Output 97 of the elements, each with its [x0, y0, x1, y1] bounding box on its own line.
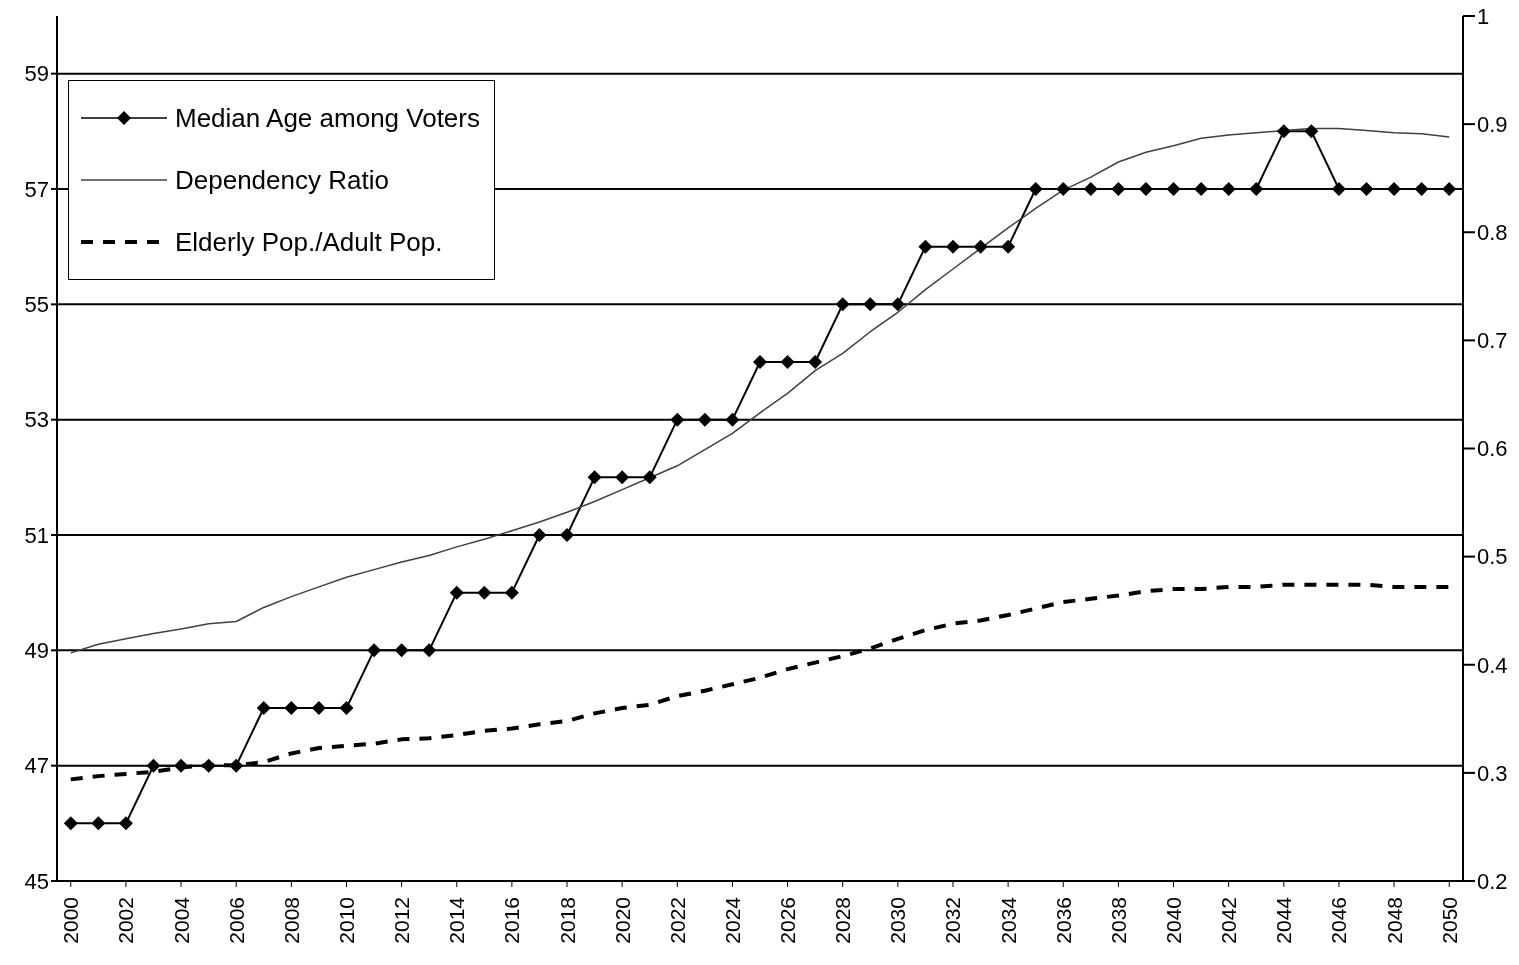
- point: [504, 585, 519, 600]
- x-tick-label: 2000: [59, 897, 83, 944]
- point: [367, 643, 382, 658]
- y2-tick-label: 0.3: [1477, 760, 1508, 786]
- point: [1166, 182, 1181, 196]
- x-tick-label: 2050: [1437, 897, 1461, 944]
- y-tick-label: 59: [24, 61, 49, 87]
- point: [339, 701, 354, 715]
- point: [174, 758, 189, 773]
- point: [1387, 182, 1402, 196]
- point: [63, 816, 78, 831]
- point: [118, 816, 133, 831]
- x-tick-label: 2040: [1162, 897, 1186, 944]
- y2-tick-label: 0.8: [1477, 220, 1508, 246]
- point: [615, 470, 630, 485]
- point: [1056, 182, 1071, 196]
- x-tick-label: 2044: [1272, 896, 1296, 944]
- point: [1221, 182, 1236, 196]
- x-tick-label: 2030: [886, 897, 910, 944]
- legend-label: Dependency Ratio: [175, 164, 389, 196]
- x-tick-label: 2006: [224, 897, 248, 944]
- point: [1414, 182, 1429, 196]
- point: [1359, 182, 1374, 196]
- x-tick-label: 2038: [1106, 897, 1130, 944]
- x-tick-label: 2008: [279, 897, 303, 944]
- y-tick-label: 51: [24, 522, 49, 548]
- point: [311, 701, 326, 715]
- point: [697, 412, 712, 427]
- x-tick-label: 2016: [500, 897, 524, 944]
- x-tick-label: 2010: [334, 897, 358, 944]
- point: [1083, 182, 1098, 196]
- legend-label: Median Age among Voters: [175, 102, 480, 134]
- point: [1028, 182, 1043, 196]
- x-tick-label: 2034: [996, 896, 1020, 944]
- point: [1001, 239, 1016, 254]
- y-tick-label: 47: [24, 753, 49, 779]
- point: [91, 816, 106, 831]
- point: [725, 412, 740, 427]
- point: [670, 412, 685, 427]
- y2-tick-label: 0.9: [1477, 111, 1508, 137]
- x-tick-label: 2036: [1051, 897, 1075, 944]
- y2-tick-label: 0.7: [1477, 328, 1508, 354]
- point: [753, 355, 767, 369]
- point: [422, 643, 437, 658]
- point: [1194, 182, 1209, 196]
- point: [973, 239, 988, 254]
- y-tick-label: 57: [24, 176, 49, 202]
- point: [449, 585, 464, 600]
- point: [1331, 182, 1346, 196]
- point: [1138, 182, 1153, 196]
- point: [890, 297, 905, 312]
- point: [1442, 182, 1457, 196]
- point: [945, 239, 960, 254]
- x-tick-label: 2002: [114, 897, 138, 944]
- x-tick-label: 2018: [555, 897, 579, 944]
- point: [587, 470, 602, 485]
- point: [284, 701, 299, 715]
- point: [780, 355, 795, 369]
- x-tick-label: 2026: [776, 897, 800, 944]
- x-tick-label: 2048: [1382, 897, 1406, 944]
- point: [1304, 124, 1319, 139]
- x-tick-label: 2020: [610, 897, 634, 944]
- point: [560, 528, 575, 542]
- point: [477, 585, 492, 600]
- point: [1249, 182, 1264, 196]
- point: [863, 297, 878, 312]
- point: [394, 643, 409, 658]
- y-tick-label: 55: [24, 292, 49, 318]
- legend-label: Elderly Pop./Adult Pop.: [175, 226, 443, 258]
- x-tick-label: 2024: [720, 896, 744, 944]
- y-tick-label: 49: [24, 638, 49, 664]
- y2-tick-label: 1: [1477, 3, 1490, 29]
- x-tick-label: 2046: [1327, 897, 1351, 944]
- y2-tick-label: 0.5: [1477, 544, 1508, 570]
- x-tick-label: 2042: [1217, 897, 1241, 944]
- point: [808, 355, 823, 369]
- x-tick-label: 2032: [941, 897, 965, 944]
- x-tick-label: 2014: [445, 896, 469, 944]
- point: [256, 701, 271, 715]
- y2-tick-label: 0.6: [1477, 436, 1508, 462]
- y2-tick-label: 0.2: [1477, 868, 1508, 894]
- point: [1276, 124, 1291, 139]
- x-tick-label: 2004: [169, 896, 193, 944]
- x-tick-label: 2012: [390, 897, 414, 944]
- point: [146, 758, 161, 773]
- y-tick-label: 53: [24, 407, 49, 433]
- point: [1111, 182, 1126, 196]
- x-tick-label: 2028: [831, 897, 855, 944]
- point: [229, 758, 244, 773]
- point: [918, 239, 933, 254]
- x-tick-label: 2022: [665, 897, 689, 944]
- point: [532, 528, 547, 542]
- point: [201, 758, 216, 773]
- y-tick-label: 45: [24, 868, 49, 894]
- y2-tick-label: 0.4: [1477, 652, 1508, 678]
- point: [642, 470, 657, 485]
- point: [835, 297, 850, 312]
